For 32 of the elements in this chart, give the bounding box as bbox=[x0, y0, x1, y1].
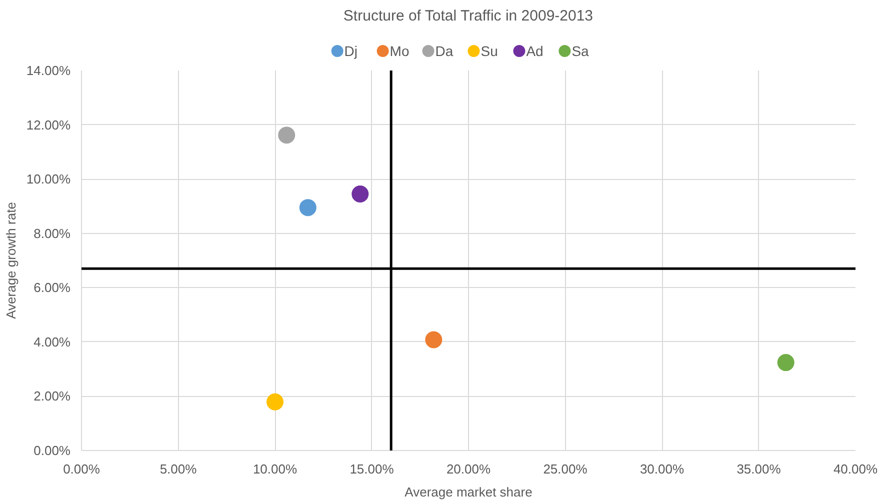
legend-label: Da bbox=[435, 42, 454, 59]
y-axis-title: Average growth rate bbox=[3, 202, 18, 319]
legend-label: Ad bbox=[526, 42, 544, 59]
y-tick-label: 4.00% bbox=[34, 334, 71, 350]
y-tick-label: 2.00% bbox=[34, 388, 71, 404]
legend-label: Dj bbox=[344, 42, 358, 59]
y-tick-label: 10.00% bbox=[26, 172, 71, 187]
legend-label: Sa bbox=[572, 42, 590, 59]
y-tick-label: 8.00% bbox=[34, 226, 71, 241]
x-tick-label: 35.00% bbox=[736, 462, 782, 476]
x-tick-label: 10.00% bbox=[252, 462, 298, 476]
x-tick-label: 20.00% bbox=[446, 462, 491, 476]
legend-label: Su bbox=[480, 42, 498, 59]
point bbox=[278, 126, 296, 144]
y-tick-label: 0.00% bbox=[34, 443, 71, 458]
point bbox=[299, 199, 316, 216]
y-tick-label: 12.00% bbox=[26, 117, 71, 132]
y-tick-label: 6.00% bbox=[34, 280, 71, 296]
point bbox=[777, 354, 794, 372]
y-tick-label: 14.00% bbox=[26, 63, 71, 78]
x-tick-label: 15.00% bbox=[350, 462, 394, 476]
point bbox=[352, 186, 369, 202]
x-axis-title: Average market share bbox=[404, 484, 532, 500]
point bbox=[266, 393, 284, 410]
legend-label: Mo bbox=[390, 42, 410, 59]
chart-title: Structure of Total Traffic in 2009-2013 bbox=[343, 8, 594, 24]
x-tick-label: 40.00% bbox=[833, 462, 878, 476]
x-tick-label: 25.00% bbox=[543, 462, 588, 476]
x-tick-label: 30.00% bbox=[640, 462, 684, 476]
x-tick-label: 5.00% bbox=[160, 462, 198, 476]
point bbox=[425, 331, 442, 348]
x-tick-label: 0.00% bbox=[63, 462, 100, 476]
